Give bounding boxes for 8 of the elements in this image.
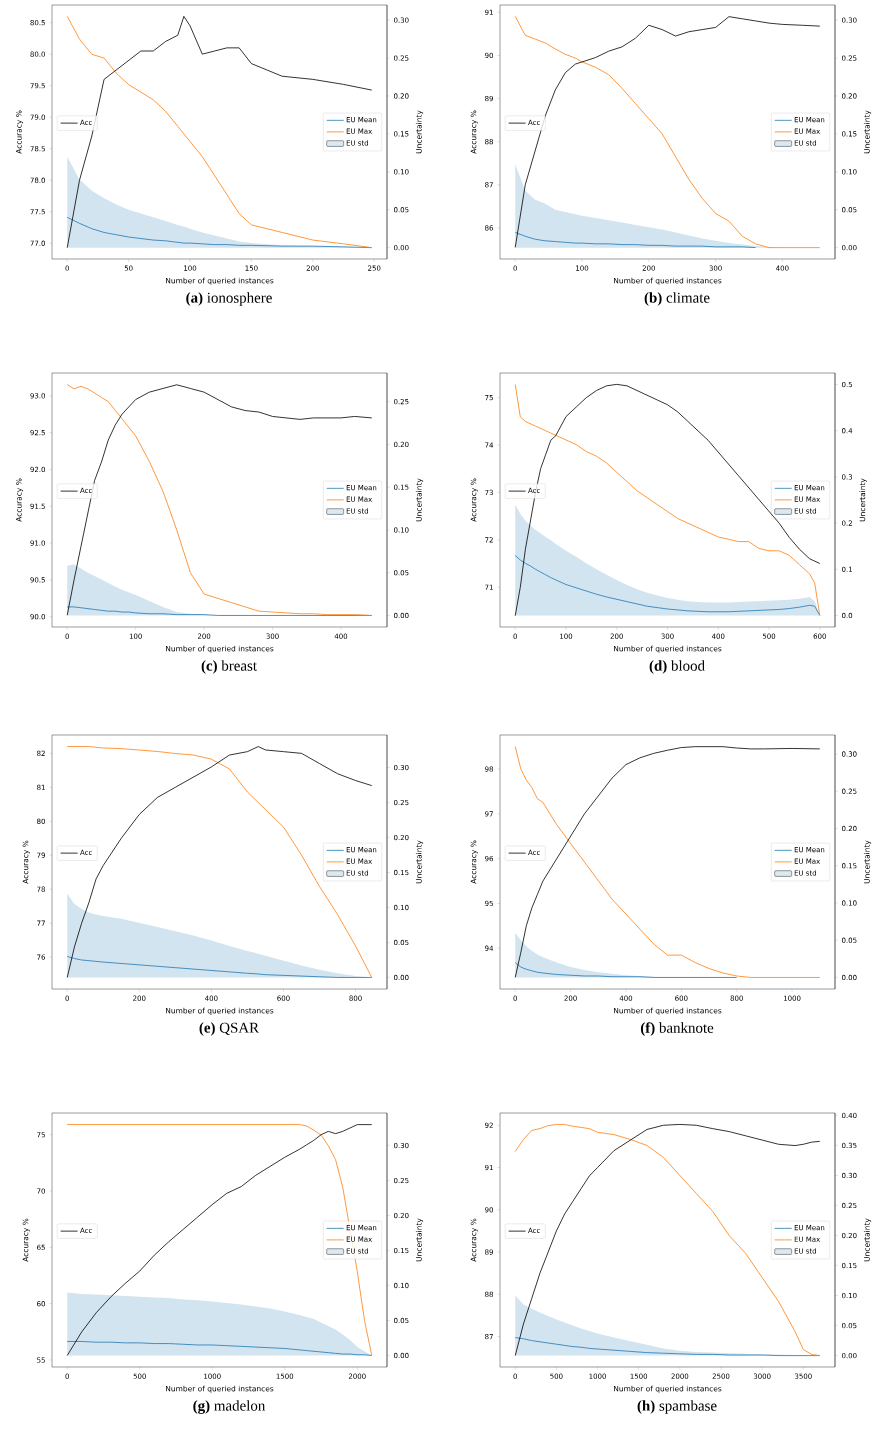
text: (g) madelon — [193, 1400, 266, 1414]
text: (e) QSAR — [199, 1022, 260, 1036]
text: (b) climate — [644, 292, 710, 306]
text: (f) banknote — [640, 1022, 714, 1036]
text: (h) spambase — [637, 1400, 717, 1414]
text: (a) ionosphere — [186, 292, 272, 306]
text: (c) breast — [201, 660, 257, 674]
text: (d) blood — [649, 660, 705, 674]
